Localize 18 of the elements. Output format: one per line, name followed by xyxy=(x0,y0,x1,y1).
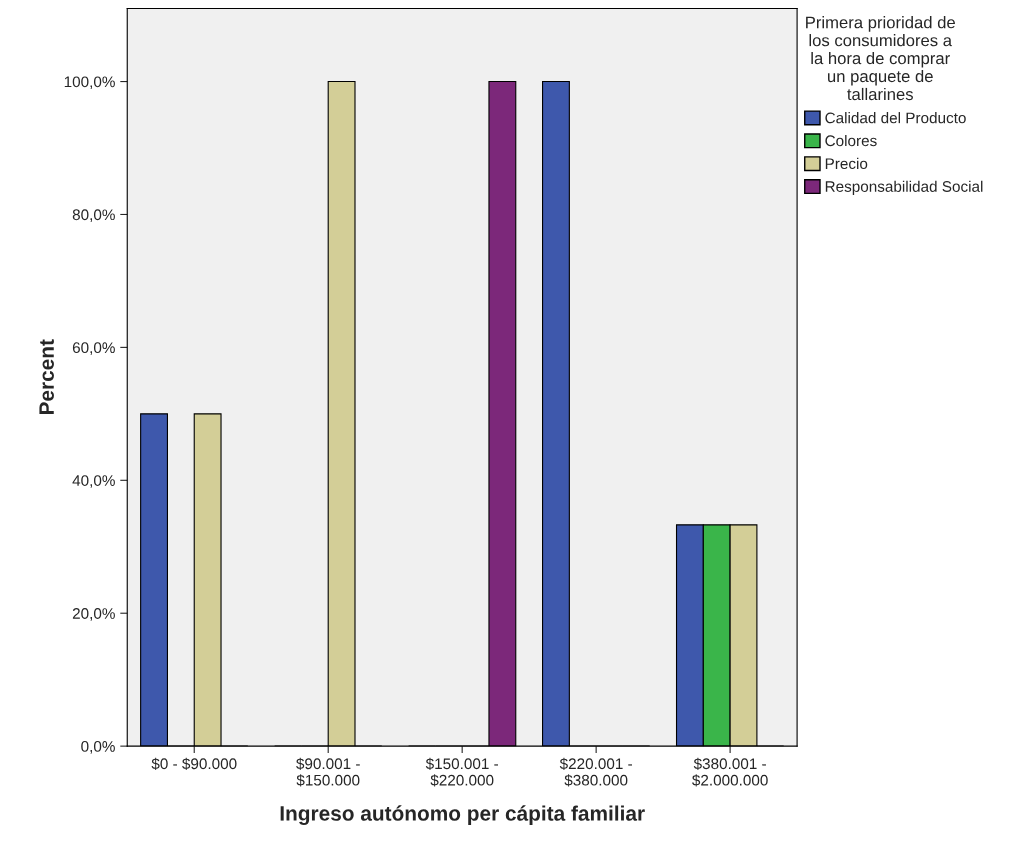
y-tick-label: 0,0% xyxy=(81,741,115,754)
x-tick-label: $380.001 - $2.000.000 xyxy=(692,757,768,787)
y-tick-label: 60,0% xyxy=(72,342,115,355)
x-tick-label: $90.001 - $150.000 xyxy=(296,757,360,787)
y-tick-label: 40,0% xyxy=(72,475,115,488)
legend-label: Precio xyxy=(825,157,868,170)
legend-label: Responsabilidad Social xyxy=(825,180,983,195)
y-tick-label: 80,0% xyxy=(72,209,115,222)
legend-label: Calidad del Producto xyxy=(825,112,966,124)
x-tick-label: $150.001 - $220.000 xyxy=(425,757,499,787)
legend-label: Colores xyxy=(825,134,877,147)
x-tick-label: $0 - $90.000 xyxy=(151,757,237,771)
legend-title: Primera prioridad de los consumidores a la hora de comprar un paquete de tallarines xyxy=(806,16,955,101)
x-tick-label: $220.001 - $380.000 xyxy=(559,757,632,787)
y-tick-label: 100,0% xyxy=(64,76,115,90)
x-axis-title: Ingreso autónomo per cápita familiar xyxy=(280,805,645,825)
y-tick-label: 20,0% xyxy=(72,608,115,621)
y-axis-title: Percent xyxy=(39,339,54,415)
